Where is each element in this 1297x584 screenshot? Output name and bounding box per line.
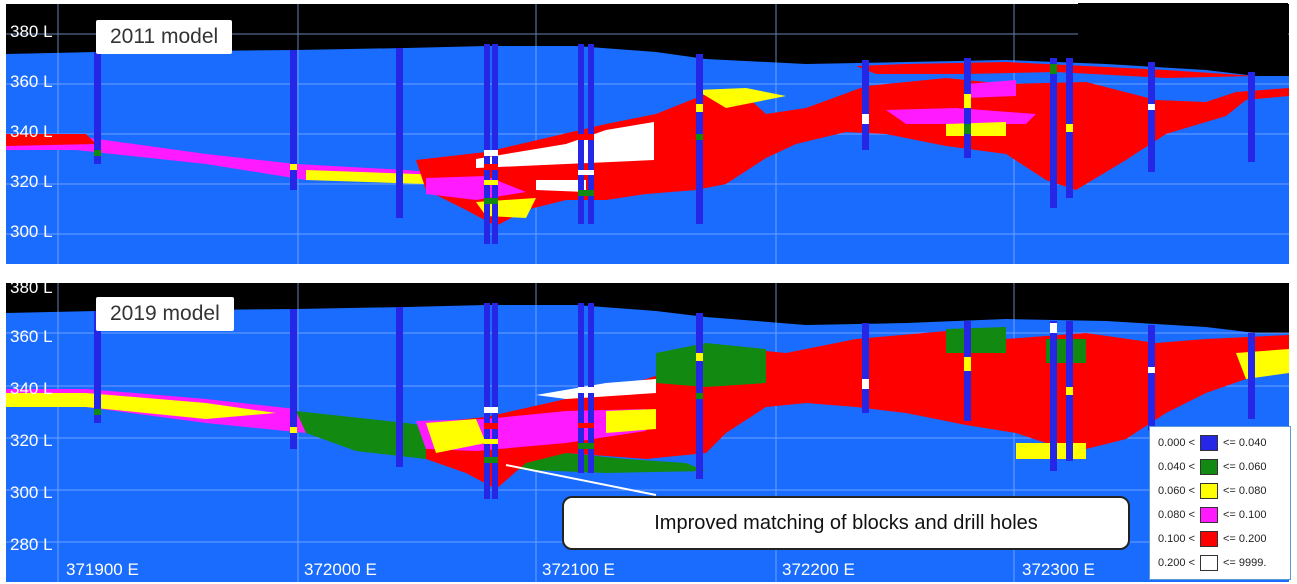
easting-label: 372300 E <box>1022 560 1095 579</box>
legend-swatch <box>1200 507 1218 523</box>
legend-low: 0.200 < <box>1157 557 1195 569</box>
legend-low: 0.040 < <box>1157 461 1195 473</box>
callout-box: Improved matching of blocks and drill ho… <box>562 496 1130 550</box>
easting-label: 372000 E <box>304 560 377 579</box>
topography-2019 <box>6 283 1289 333</box>
yellow-pod-2019 <box>426 419 486 453</box>
legend-high: <= 0.040 <box>1223 437 1267 449</box>
callout-pointer <box>505 464 657 496</box>
legend-row: 0.040 < <= 0.060 <box>1153 455 1287 479</box>
redaction-box <box>1078 3 1288 51</box>
magenta-pod-right-2011 <box>886 108 1036 124</box>
elevation-label: 340 L <box>10 122 53 141</box>
yellow-layer-2019 <box>6 393 276 419</box>
legend-low: 0.080 < <box>1157 509 1195 521</box>
section-2011-panel: 380 L 360 L 340 L 320 L 300 L 2011 model <box>6 4 1289 264</box>
drillhole-assays-2019 <box>94 323 1155 463</box>
elevation-label: 300 L <box>10 222 53 241</box>
legend-high: <= 0.080 <box>1223 485 1267 497</box>
model-label-2011: 2011 model <box>96 20 233 54</box>
easting-label: 372100 E <box>542 560 615 579</box>
legend-row: 0.200 < <= 9999. <box>1153 551 1287 575</box>
model-label-2019: 2019 model <box>96 297 234 331</box>
red-orebody-2019 <box>426 331 1289 489</box>
elevation-label: 380 L <box>10 283 53 297</box>
grade-legend: 0.000 < <= 0.040 0.040 < <= 0.060 0.060 … <box>1149 426 1291 580</box>
legend-high: <= 0.200 <box>1223 533 1267 545</box>
legend-swatch <box>1200 531 1218 547</box>
magenta-pod-2011 <box>426 176 526 200</box>
green-pod-2019 <box>656 343 766 387</box>
legend-high: <= 0.100 <box>1223 509 1267 521</box>
legend-row: 0.080 < <= 0.100 <box>1153 503 1287 527</box>
yellow-pod-right-2011 <box>946 122 1006 136</box>
white-block-2019 <box>536 379 656 399</box>
legend-row: 0.060 < <= 0.080 <box>1153 479 1287 503</box>
drillhole-assays-2011 <box>94 64 1155 204</box>
legend-swatch <box>1200 555 1218 571</box>
section-2011-canvas <box>6 4 1289 264</box>
legend-row: 0.000 < <= 0.040 <box>1153 431 1287 455</box>
legend-low: 0.060 < <box>1157 485 1195 497</box>
legend-high: <= 9999. <box>1223 557 1267 569</box>
elevation-label: 360 L <box>10 72 53 91</box>
elevation-label: 320 L <box>10 172 53 191</box>
red-layer-left-2011 <box>6 134 96 146</box>
callout-text: Improved matching of blocks and drill ho… <box>654 511 1038 534</box>
legend-swatch <box>1200 483 1218 499</box>
elevation-label: 300 L <box>10 483 53 502</box>
legend-row: 0.100 < <= 0.200 <box>1153 527 1287 551</box>
easting-label: 371900 E <box>66 560 139 579</box>
elevation-label: 360 L <box>10 327 53 346</box>
magenta-pod-top-right-2011 <box>966 80 1016 98</box>
white-pod-2011 <box>536 180 586 192</box>
legend-high: <= 0.060 <box>1223 461 1267 473</box>
elevation-label: 320 L <box>10 431 53 450</box>
white-block-2011 <box>476 122 654 168</box>
magenta-layer-2011 <box>6 136 456 182</box>
legend-swatch <box>1200 435 1218 451</box>
legend-low: 0.000 < <box>1157 437 1195 449</box>
easting-label: 372200 E <box>782 560 855 579</box>
elevation-label: 340 L <box>10 379 53 398</box>
elevation-label: 280 L <box>10 535 53 554</box>
legend-low: 0.100 < <box>1157 533 1195 545</box>
legend-swatch <box>1200 459 1218 475</box>
yellow-pod-center-2019 <box>606 409 656 433</box>
elevation-label: 380 L <box>10 22 53 41</box>
yellow-cap-2011 <box>696 88 786 108</box>
green-cap-2019 <box>946 327 1006 353</box>
